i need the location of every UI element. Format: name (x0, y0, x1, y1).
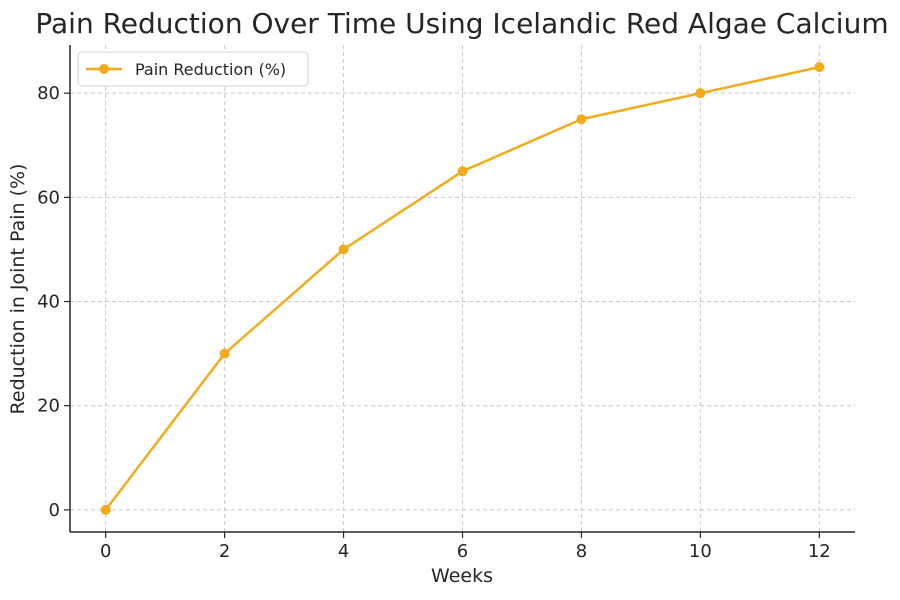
x-ticks: 0 2 4 6 8 10 12 (100, 532, 831, 562)
x-tick-label: 8 (576, 541, 587, 562)
x-tick-label: 2 (219, 541, 230, 562)
series-line (104, 65, 820, 511)
x-axis-label: Weeks (431, 565, 493, 587)
y-tick-label: 80 (37, 83, 60, 104)
x-tick-label: 0 (100, 541, 111, 562)
data-point (695, 88, 706, 99)
legend-box (77, 51, 309, 87)
data-point (814, 62, 825, 73)
y-axis-label: Reduction in Joint Pain (%) (7, 164, 29, 415)
legend: Pain Reduction (%) (77, 51, 309, 87)
y-ticks: 0 20 40 60 80 (37, 83, 70, 521)
x-tick-label: 4 (338, 541, 349, 562)
x-tick-label: 6 (457, 541, 468, 562)
chart-title: Pain Reduction Over Time Using Icelandic… (35, 7, 888, 40)
data-point (457, 166, 468, 177)
x-tick-label: 10 (689, 541, 712, 562)
data-point (338, 244, 349, 255)
legend-label: Pain Reduction (%) (135, 60, 286, 79)
y-tick-label: 20 (37, 396, 60, 417)
data-point (100, 504, 111, 515)
data-point (576, 114, 587, 125)
x-tick-label: 12 (808, 541, 831, 562)
legend-marker-icon (99, 64, 109, 74)
y-tick-label: 0 (49, 500, 60, 521)
series-pain-reduction (100, 62, 825, 515)
grid (70, 45, 855, 532)
data-point (219, 348, 230, 359)
y-tick-label: 40 (37, 292, 60, 313)
y-tick-label: 60 (37, 187, 60, 208)
